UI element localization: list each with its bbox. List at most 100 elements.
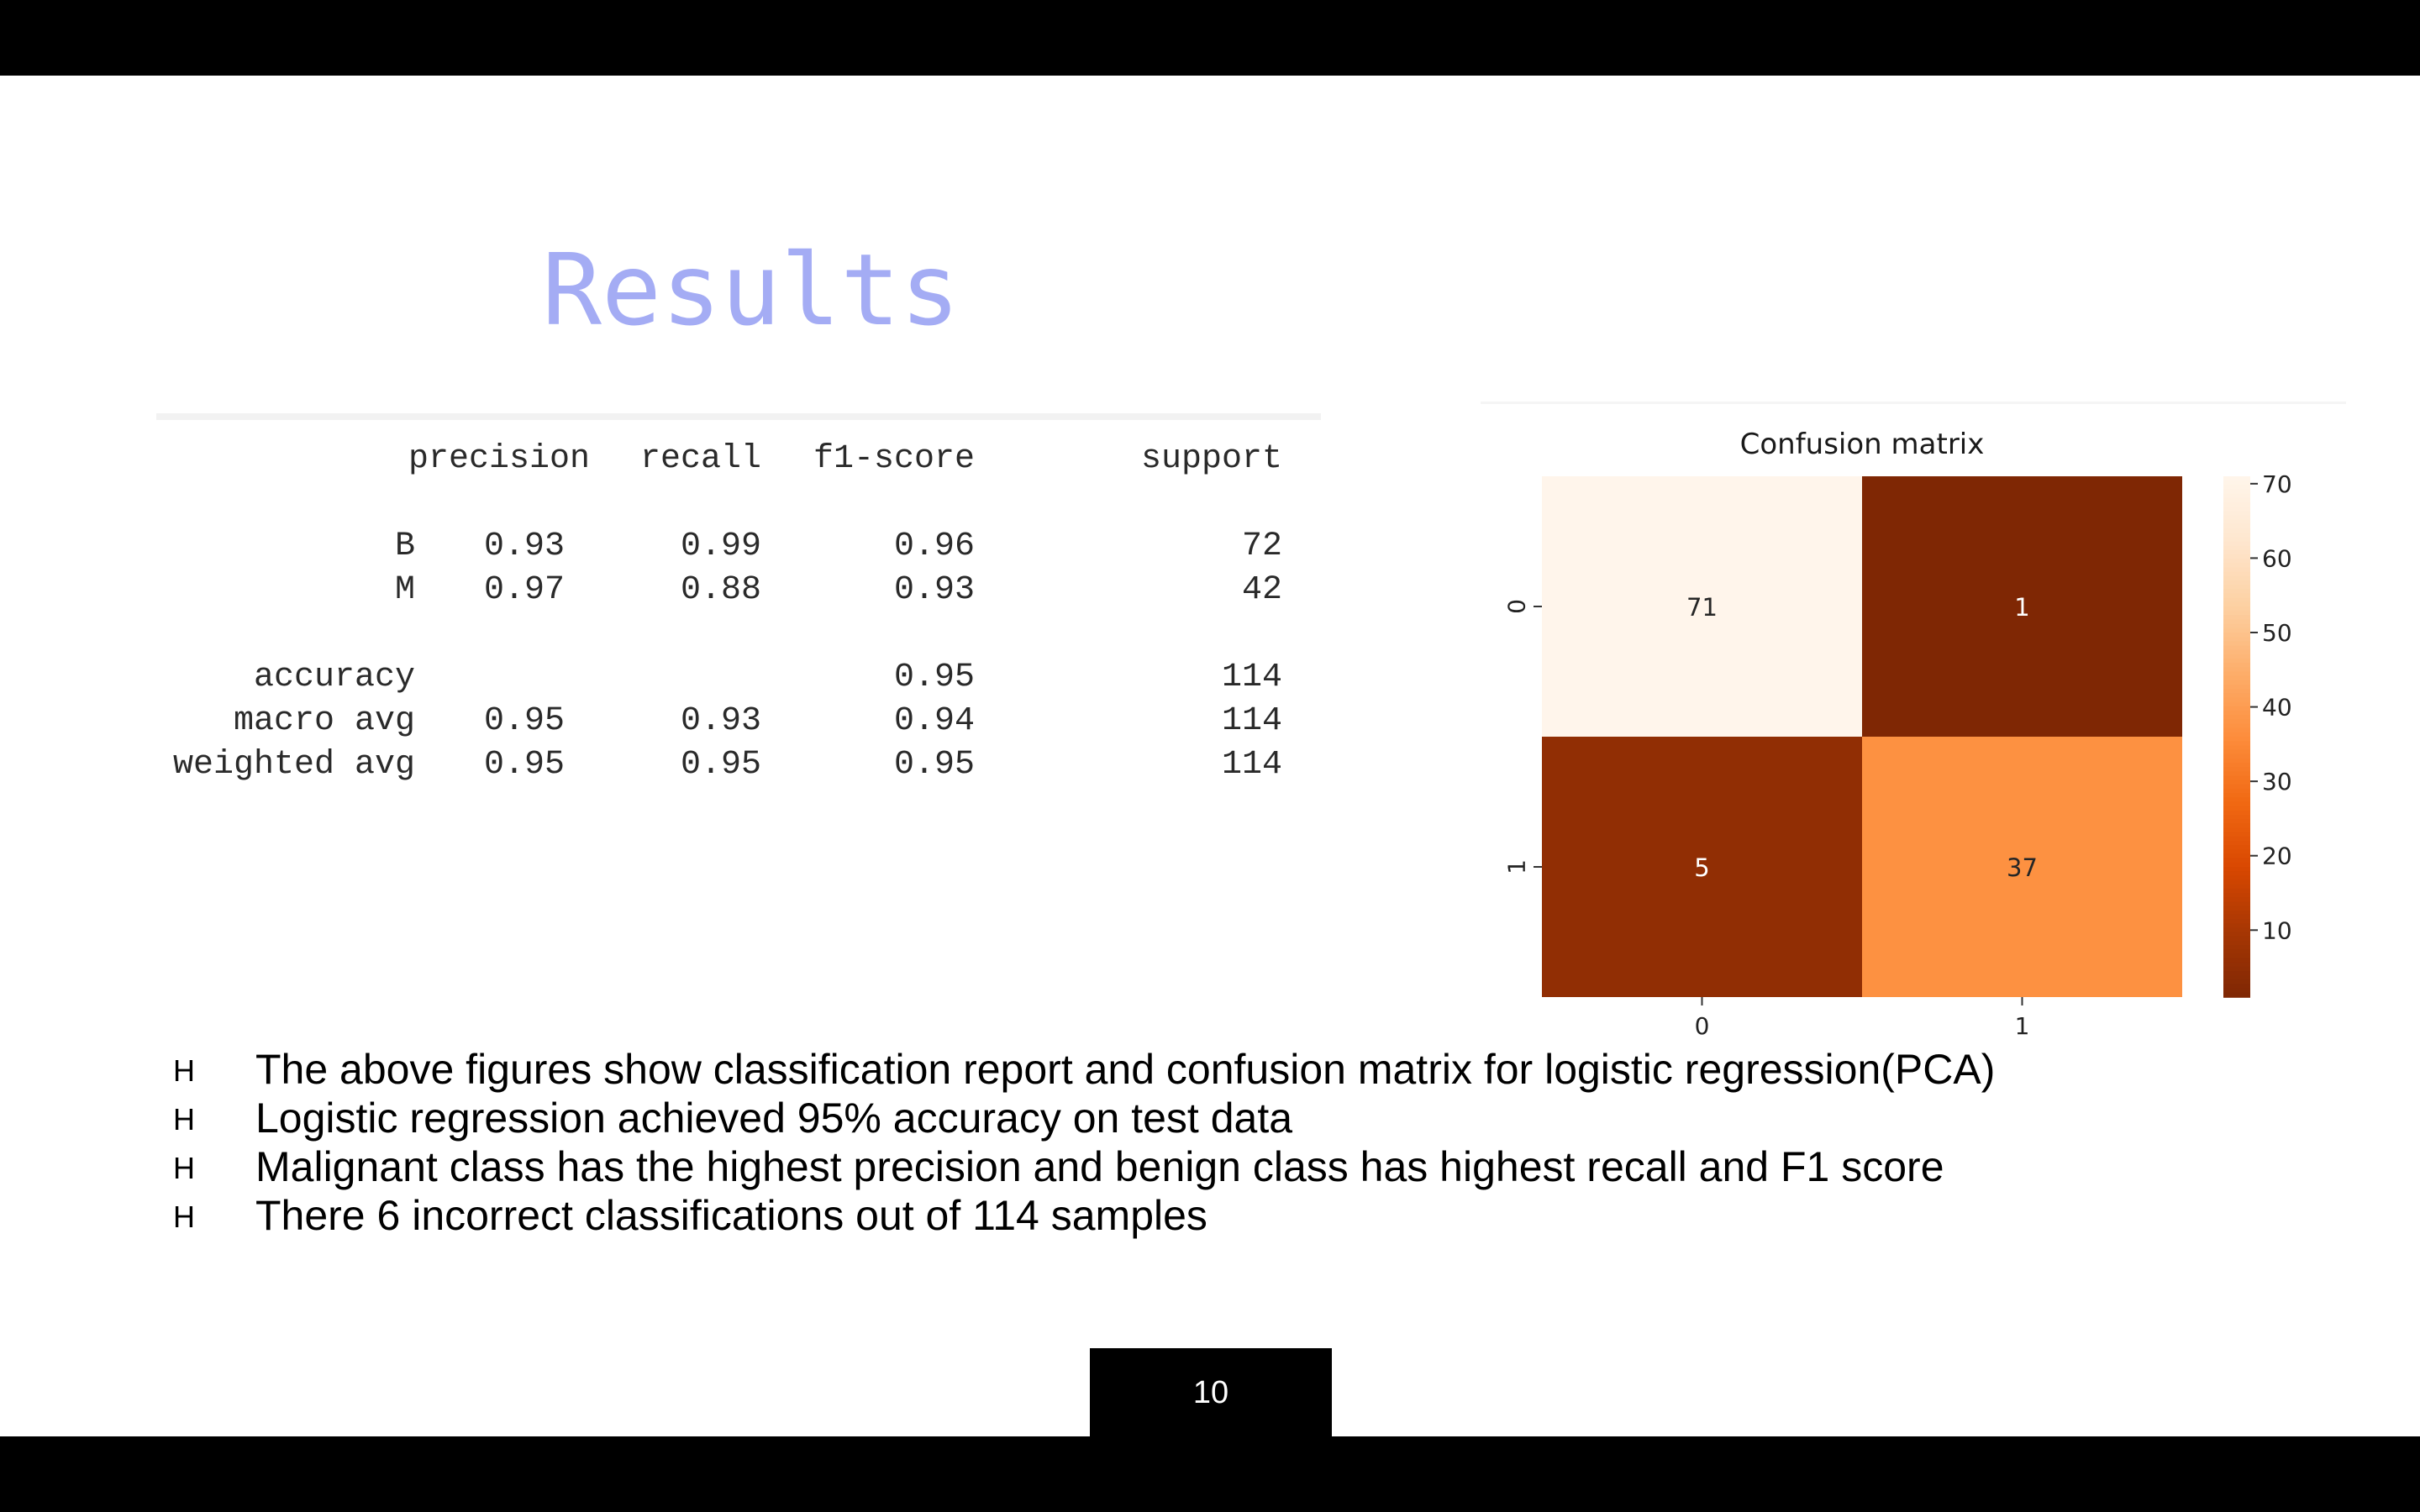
colorbar-segment <box>2223 497 2250 503</box>
colorbar-tick-label: 50 <box>2262 619 2292 647</box>
colorbar-segment <box>2223 711 2250 716</box>
colorbar-segment <box>2223 745 2250 751</box>
bullet-list: H The above figures show classification r… <box>173 1045 2307 1240</box>
colorbar-segment <box>2223 680 2250 685</box>
report-cell: 0.95 <box>483 702 565 740</box>
report-cell: 0.95 <box>680 746 761 784</box>
colorbar-segment <box>2223 549 2250 555</box>
colorbar-segment <box>2223 485 2250 491</box>
report-cell: 0.93 <box>680 702 761 740</box>
colorbar-segment <box>2223 571 2250 577</box>
colorbar-segment <box>2223 489 2250 495</box>
report-row-label: B <box>394 528 415 565</box>
colorbar-segment <box>2223 515 2250 521</box>
bullet-item: H Logistic regression achieved 95% accura… <box>173 1094 2307 1142</box>
colorbar-segment <box>2223 545 2250 551</box>
colorbar-segment <box>2223 585 2250 591</box>
colorbar-segment <box>2223 827 2250 833</box>
colorbar-segment <box>2223 537 2250 543</box>
colorbar-segment <box>2223 845 2250 851</box>
top-letterbox-bar <box>0 0 2420 76</box>
report-cell: 0.95 <box>893 746 975 784</box>
y-tick-label: 1 <box>1503 859 1531 874</box>
colorbar-segment <box>2223 523 2250 529</box>
colorbar-segment <box>2223 675 2250 681</box>
colorbar-segment <box>2223 936 2250 942</box>
colorbar-segment <box>2223 637 2250 643</box>
colorbar-segment <box>2223 732 2250 738</box>
colorbar-segment <box>2223 507 2250 512</box>
bullet-text: There 6 incorrect classifications out of… <box>255 1192 1207 1239</box>
confusion-matrix-chart: Confusion matrix 71 15 37 0 101 10203040506… <box>1503 428 2292 1040</box>
bullet-marker: H <box>173 1053 195 1088</box>
report-header-precision: precision <box>408 440 591 478</box>
colorbar-segment <box>2223 879 2250 885</box>
report-row-label: weighted avg <box>172 746 415 784</box>
colorbar-segment <box>2223 701 2250 707</box>
colorbar-tick-label: 10 <box>2262 916 2292 944</box>
colorbar-segment <box>2223 979 2250 985</box>
bullet-marker: H <box>173 1200 195 1234</box>
colorbar-segment <box>2223 810 2250 816</box>
report-row-label: M <box>394 571 415 609</box>
colorbar-segment <box>2223 723 2250 729</box>
colorbar-segment <box>2223 763 2250 768</box>
report-cell: 114 <box>1221 746 1282 784</box>
colorbar-segment <box>2223 823 2250 829</box>
report-cell: 114 <box>1221 702 1282 740</box>
colorbar: 10 20 30 40 50 60 70 <box>2223 470 2292 998</box>
colorbar-segment <box>2223 611 2250 617</box>
colorbar-segment <box>2223 528 2250 533</box>
colorbar-segment <box>2223 641 2250 647</box>
colorbar-segment <box>2223 884 2250 890</box>
colorbar-segment <box>2223 940 2250 946</box>
report-cell: 0.95 <box>893 659 975 696</box>
colorbar-segment <box>2223 984 2250 990</box>
colorbar-segment <box>2223 897 2250 903</box>
colorbar-segment <box>2223 580 2250 585</box>
matrix-divider <box>1481 402 2346 404</box>
colorbar-segment <box>2223 737 2250 742</box>
colorbar-segment <box>2223 502 2250 507</box>
colorbar-segment <box>2223 480 2250 486</box>
colorbar-segment <box>2223 493 2250 499</box>
y-tick-label: 0 <box>1503 599 1531 614</box>
colorbar-tick-label: 70 <box>2262 470 2292 498</box>
colorbar-segment <box>2223 627 2250 633</box>
colorbar-segment <box>2223 758 2250 764</box>
colorbar-segment <box>2223 645 2250 651</box>
colorbar-segment <box>2223 659 2250 664</box>
colorbar-segment <box>2223 793 2250 799</box>
bullet-text: Malignant class has the highest precisio… <box>255 1143 1944 1190</box>
colorbar-tick-label: 30 <box>2262 768 2292 795</box>
colorbar-segment <box>2223 953 2250 959</box>
colorbar-segment <box>2223 559 2250 564</box>
colorbar-tick-label: 40 <box>2262 694 2292 722</box>
report-cell: 0.93 <box>893 571 975 609</box>
colorbar-segment <box>2223 633 2250 638</box>
classification-report: precision recall f1-score support B 0.93… <box>156 440 1299 810</box>
report-cell: 0.97 <box>483 571 565 609</box>
bullet-marker: H <box>173 1102 195 1137</box>
page-number: 10 <box>1090 1348 1332 1437</box>
colorbar-segment <box>2223 962 2250 968</box>
heatmap-cells: 71 1 5 37 <box>1542 476 2182 997</box>
colorbar-segment <box>2223 893 2250 898</box>
colorbar-segment <box>2223 567 2250 573</box>
colorbar-segment <box>2223 623 2250 629</box>
colorbar-segment <box>2223 749 2250 755</box>
slide-title: Results <box>542 232 960 348</box>
heatmap-axes: 0 1 0 1 <box>1503 599 2030 1040</box>
bullet-item: H There 6 incorrect classifications out o… <box>173 1191 2307 1240</box>
colorbar-segment <box>2223 780 2250 785</box>
colorbar-segment <box>2223 671 2250 677</box>
colorbar-tick-label: 60 <box>2262 544 2292 572</box>
colorbar-segment <box>2223 649 2250 655</box>
colorbar-segment <box>2223 971 2250 976</box>
cell-value-label: 71 <box>1686 593 1718 622</box>
heatmap-cell <box>1862 737 2182 997</box>
colorbar-tick-label: 20 <box>2262 843 2292 870</box>
colorbar-segment <box>2223 719 2250 725</box>
colorbar-segment <box>2223 910 2250 916</box>
colorbar-segment <box>2223 511 2250 517</box>
